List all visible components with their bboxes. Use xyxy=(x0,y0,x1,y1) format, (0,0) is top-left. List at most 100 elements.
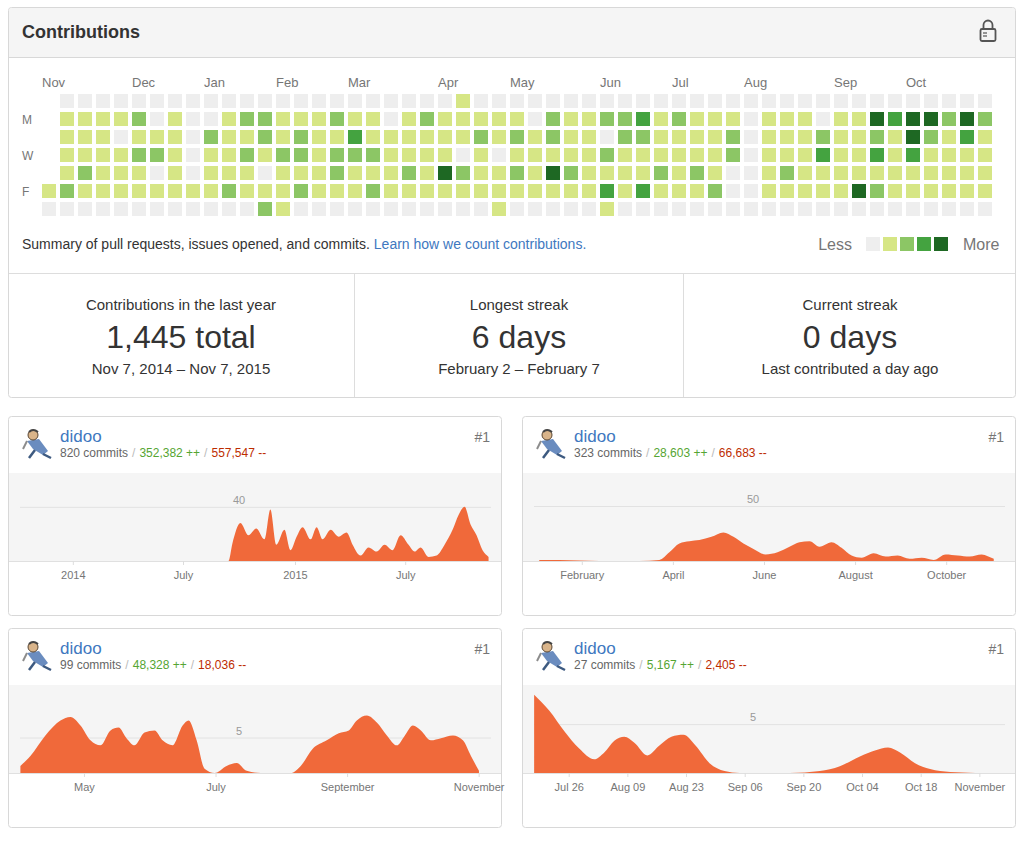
day-cell xyxy=(816,202,830,216)
deletions: 18,036 -- xyxy=(198,658,246,672)
day-cell xyxy=(510,148,524,162)
day-cell xyxy=(96,202,110,216)
commit-count: 323 commits xyxy=(574,446,642,460)
day-cell xyxy=(546,184,560,198)
day-cell xyxy=(834,148,848,162)
plot-area xyxy=(534,695,975,773)
day-cell xyxy=(816,112,830,126)
day-cell xyxy=(114,184,128,198)
commit-stats: 820 commits/352,382 ++/557,547 -- xyxy=(60,446,266,460)
day-cell xyxy=(708,94,722,108)
day-cell xyxy=(564,130,578,144)
month-label: Jun xyxy=(600,75,621,90)
day-cell xyxy=(708,166,722,180)
contribution-area xyxy=(20,716,479,773)
day-cell xyxy=(366,148,380,162)
avatar-leg xyxy=(557,454,565,458)
day-cell xyxy=(510,94,524,108)
grid-line xyxy=(20,507,491,508)
user-link[interactable]: didoo xyxy=(60,427,102,446)
day-cell xyxy=(636,94,650,108)
avatar-arm xyxy=(537,653,541,661)
day-cell xyxy=(888,148,902,162)
learn-link[interactable]: Learn how we count contributions. xyxy=(374,236,586,252)
day-cell xyxy=(906,202,920,216)
day-cell xyxy=(924,166,938,180)
day-cell xyxy=(780,112,794,126)
day-cell xyxy=(744,130,758,144)
x-tick-label: September xyxy=(321,781,375,793)
day-cell xyxy=(312,112,326,126)
day-cell xyxy=(204,130,218,144)
lock-line xyxy=(983,35,987,36)
day-cell xyxy=(114,148,128,162)
month-label: May xyxy=(510,75,535,90)
avatar-leg xyxy=(43,454,51,458)
day-cell xyxy=(744,112,758,126)
day-cell xyxy=(816,94,830,108)
day-cell xyxy=(546,94,560,108)
x-tick xyxy=(946,561,947,565)
month-label: Oct xyxy=(906,75,927,90)
day-cell xyxy=(726,130,740,144)
day-cell xyxy=(240,94,254,108)
day-cell xyxy=(384,148,398,162)
x-tick-label: April xyxy=(662,569,684,581)
day-cell xyxy=(402,166,416,180)
legend-swatch xyxy=(883,237,897,251)
day-cell xyxy=(978,148,992,162)
separator: / xyxy=(132,446,136,460)
user-link[interactable]: didoo xyxy=(574,639,616,658)
avatar-bg xyxy=(535,427,567,459)
day-cell xyxy=(186,184,200,198)
day-cell xyxy=(132,148,146,162)
day-cell xyxy=(528,184,542,198)
additions: 48,328 ++ xyxy=(133,658,187,672)
x-tick xyxy=(347,773,348,777)
x-tick-label: Oct 04 xyxy=(846,781,878,793)
user-link[interactable]: didoo xyxy=(574,427,616,446)
day-cell xyxy=(168,202,182,216)
stats-divider xyxy=(354,274,355,398)
commit-count: 99 commits xyxy=(60,658,121,672)
day-cell xyxy=(834,166,848,180)
day-cell xyxy=(528,202,542,216)
day-cell xyxy=(960,94,974,108)
avatar-arm xyxy=(23,441,27,449)
separator: / xyxy=(639,658,643,672)
day-cell xyxy=(366,166,380,180)
day-cell xyxy=(384,94,398,108)
day-cell xyxy=(942,166,956,180)
stat-value: 6 days xyxy=(472,319,566,355)
x-tick-label: November xyxy=(454,781,505,793)
day-cell xyxy=(222,94,236,108)
avatar-hair xyxy=(543,642,552,644)
day-cell xyxy=(348,202,362,216)
x-tick-label: Sep 20 xyxy=(786,781,821,793)
stat-detail: February 2 – February 7 xyxy=(438,360,600,377)
day-cell xyxy=(798,184,812,198)
day-cell xyxy=(168,166,182,180)
day-cell xyxy=(114,112,128,126)
day-cell xyxy=(798,202,812,216)
day-cell xyxy=(420,148,434,162)
day-cell xyxy=(618,202,632,216)
x-tick xyxy=(979,773,980,777)
day-cell xyxy=(330,166,344,180)
day-cell xyxy=(492,184,506,198)
avatar xyxy=(535,427,567,459)
day-cell xyxy=(474,166,488,180)
day-cell xyxy=(870,166,884,180)
day-cell xyxy=(582,94,596,108)
avatar-hair xyxy=(29,430,38,432)
box-title: Contributions xyxy=(22,22,140,42)
rank: #1 xyxy=(474,429,490,445)
day-cell xyxy=(384,166,398,180)
day-cell xyxy=(726,112,740,126)
day-cell xyxy=(798,166,812,180)
day-cell xyxy=(366,184,380,198)
user-link[interactable]: didoo xyxy=(60,639,102,658)
avatar-leg xyxy=(43,666,51,670)
plot-area xyxy=(20,716,479,773)
day-cell xyxy=(834,112,848,126)
